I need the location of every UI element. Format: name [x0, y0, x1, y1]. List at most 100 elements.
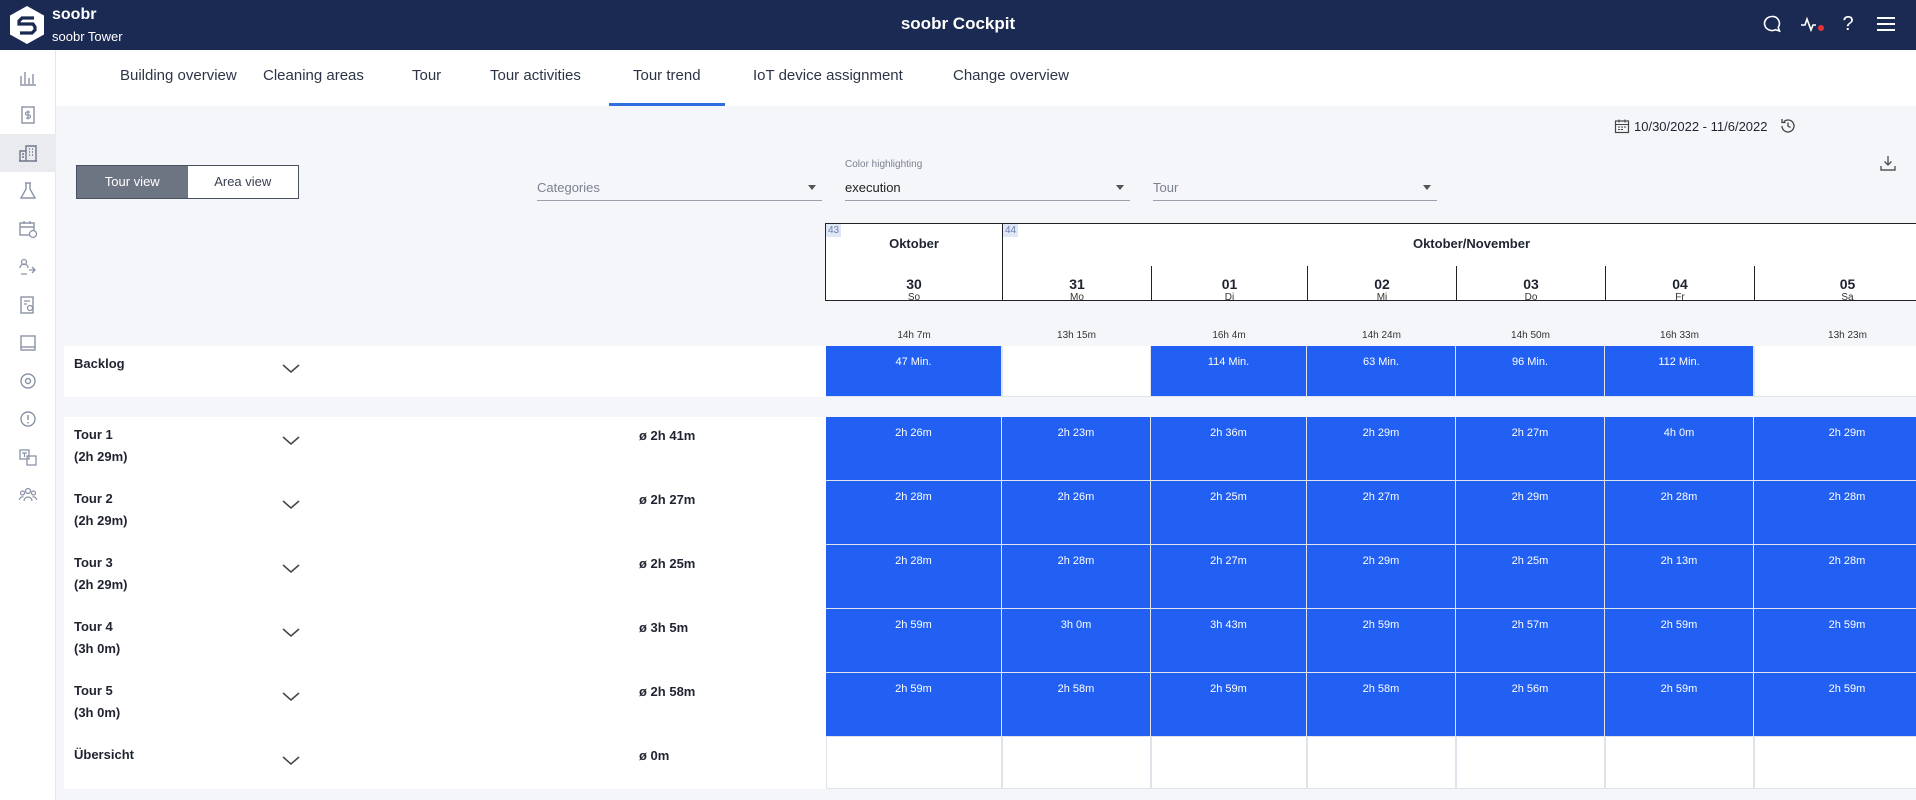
- menu-icon[interactable]: [1874, 12, 1898, 36]
- tab-tour-activities[interactable]: Tour activities: [490, 67, 581, 84]
- tour-day-cell[interactable]: 2h 28m: [826, 481, 1002, 545]
- chevron-down-icon[interactable]: [282, 756, 300, 766]
- tour-day-cell[interactable]: 2h 28m: [1754, 481, 1916, 545]
- tour-day-cell[interactable]: 2h 13m: [1605, 545, 1754, 609]
- overview-cell[interactable]: [1002, 737, 1151, 789]
- download-icon[interactable]: [1879, 154, 1897, 172]
- backlog-cell[interactable]: 112 Min.: [1605, 346, 1754, 397]
- team-icon: [18, 487, 38, 502]
- bar-chart-icon: [20, 72, 36, 86]
- tour-view-button[interactable]: Tour view: [77, 166, 188, 198]
- tour-day-cell[interactable]: 2h 59m: [1754, 609, 1916, 673]
- day-total-duration: 14h 7m: [897, 330, 931, 341]
- tour-day-cell[interactable]: 2h 28m: [826, 545, 1002, 609]
- help-icon[interactable]: ?: [1842, 13, 1854, 35]
- chat-icon[interactable]: [1760, 12, 1784, 36]
- soobr-logo-icon[interactable]: [8, 5, 46, 45]
- tour-day-cell[interactable]: 2h 25m: [1151, 481, 1307, 545]
- tour-day-cell[interactable]: 2h 27m: [1151, 545, 1307, 609]
- sidebar-item-staff[interactable]: [0, 248, 56, 286]
- tour-day-cell[interactable]: 2h 59m: [826, 609, 1002, 673]
- backlog-cell[interactable]: 63 Min.: [1307, 346, 1456, 397]
- tour-day-cell[interactable]: 2h 26m: [1002, 481, 1151, 545]
- tab-cleaning-areas[interactable]: Cleaning areas: [263, 67, 364, 84]
- tour-day-cell[interactable]: 2h 29m: [1456, 481, 1605, 545]
- tour-day-cell[interactable]: 2h 28m: [1002, 545, 1151, 609]
- sidebar-item-translations[interactable]: [0, 438, 56, 476]
- chevron-down-icon[interactable]: [282, 692, 300, 702]
- target-icon: [20, 373, 36, 389]
- sidebar-item-lab[interactable]: [0, 172, 56, 210]
- categories-select[interactable]: Categories: [537, 169, 822, 201]
- sidebar: [0, 50, 56, 800]
- sidebar-item-devices[interactable]: [0, 324, 56, 362]
- tour-day-cell[interactable]: 2h 59m: [826, 673, 1002, 737]
- sidebar-item-buildings[interactable]: [0, 134, 56, 172]
- top-bar: soobr soobr Tower soobr Cockpit ?: [0, 0, 1916, 50]
- activity-icon[interactable]: [1798, 12, 1824, 36]
- overview-cell[interactable]: [1456, 737, 1605, 789]
- tour-day-cell[interactable]: 2h 59m: [1754, 673, 1916, 737]
- tour-day-cell[interactable]: 2h 57m: [1456, 609, 1605, 673]
- chevron-down-icon[interactable]: [282, 564, 300, 574]
- history-icon[interactable]: [1778, 116, 1798, 136]
- chevron-down-icon[interactable]: [282, 436, 300, 446]
- sidebar-item-statistics[interactable]: [0, 58, 56, 96]
- overview-cell[interactable]: [1151, 737, 1307, 789]
- tab-iot-device-assignment[interactable]: IoT device assignment: [753, 67, 903, 84]
- tour-average: ø 2h 41m: [639, 428, 696, 443]
- color-highlighting-select[interactable]: Color highlighting execution: [845, 159, 1130, 201]
- tour-day-cell[interactable]: 2h 26m: [826, 417, 1002, 481]
- tour-day-cell[interactable]: 2h 59m: [1605, 673, 1754, 737]
- chevron-down-icon[interactable]: [282, 364, 300, 374]
- backlog-cell[interactable]: 114 Min.: [1151, 346, 1307, 397]
- tour-day-cell[interactable]: 2h 29m: [1754, 417, 1916, 481]
- tour-day-cell[interactable]: 2h 25m: [1456, 545, 1605, 609]
- alert-circle-icon: [20, 411, 36, 427]
- tour-day-cell[interactable]: 2h 36m: [1151, 417, 1307, 481]
- tab-tour-trend[interactable]: Tour trend: [609, 50, 725, 106]
- sidebar-item-reports[interactable]: [0, 286, 56, 324]
- tour-day-cell[interactable]: 2h 58m: [1002, 673, 1151, 737]
- tour-day-cell[interactable]: 4h 0m: [1605, 417, 1754, 481]
- overview-cell[interactable]: [826, 737, 1002, 789]
- tour-select[interactable]: Tour: [1153, 169, 1437, 201]
- tour-day-cell[interactable]: 2h 59m: [1605, 609, 1754, 673]
- tour-day-cell[interactable]: 2h 59m: [1307, 609, 1456, 673]
- tour-day-cell[interactable]: 2h 27m: [1307, 481, 1456, 545]
- tour-day-cell[interactable]: 2h 27m: [1456, 417, 1605, 481]
- tab-building-overview[interactable]: Building overview: [120, 67, 237, 84]
- overview-cell[interactable]: [1605, 737, 1754, 789]
- overview-cell[interactable]: [1754, 737, 1916, 789]
- tour-day-cell[interactable]: 2h 29m: [1307, 545, 1456, 609]
- tour-day-cell[interactable]: 2h 29m: [1307, 417, 1456, 481]
- chevron-down-icon[interactable]: [282, 500, 300, 510]
- area-view-button[interactable]: Area view: [214, 174, 272, 189]
- tour-day-cell[interactable]: 3h 43m: [1151, 609, 1307, 673]
- sidebar-item-schedule[interactable]: [0, 210, 56, 248]
- backlog-cell[interactable]: [1002, 346, 1151, 397]
- sidebar-item-alerts[interactable]: [0, 400, 56, 438]
- sidebar-item-targets[interactable]: [0, 362, 56, 400]
- tour-day-cell[interactable]: 2h 28m: [1754, 545, 1916, 609]
- tour-day-cell[interactable]: 2h 28m: [1605, 481, 1754, 545]
- tour-day-cell[interactable]: 2h 59m: [1151, 673, 1307, 737]
- tour-name: Tour 4: [74, 619, 113, 634]
- overview-cell[interactable]: [1307, 737, 1456, 789]
- sidebar-item-team[interactable]: [0, 476, 56, 514]
- tour-day-cell[interactable]: 2h 56m: [1456, 673, 1605, 737]
- backlog-cell[interactable]: [1754, 346, 1916, 397]
- date-range-picker[interactable]: 10/30/2022 - 11/6/2022: [1614, 116, 1798, 136]
- tour-day-cell[interactable]: 3h 0m: [1002, 609, 1151, 673]
- day-number: 02: [1374, 276, 1390, 292]
- chevron-down-icon[interactable]: [282, 628, 300, 638]
- backlog-cell[interactable]: 96 Min.: [1456, 346, 1605, 397]
- tour-day-cell[interactable]: 2h 23m: [1002, 417, 1151, 481]
- tab-change-overview[interactable]: Change overview: [953, 67, 1069, 84]
- tour-day-cell[interactable]: 2h 58m: [1307, 673, 1456, 737]
- tab-tour[interactable]: Tour: [412, 67, 442, 84]
- building-name[interactable]: soobr Tower: [52, 29, 123, 44]
- backlog-cell[interactable]: 47 Min.: [826, 346, 1002, 397]
- sidebar-item-costs[interactable]: [0, 96, 56, 134]
- chevron-down-icon: [1116, 185, 1124, 190]
